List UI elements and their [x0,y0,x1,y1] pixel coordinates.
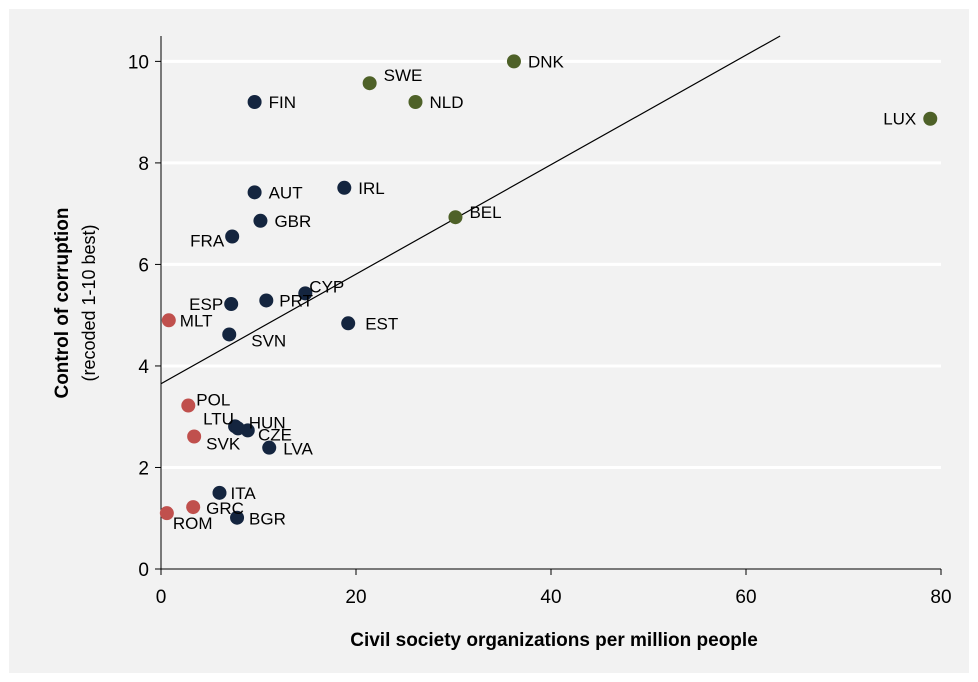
point-label-cze: CZE [258,425,292,444]
point-label-dnk: DNK [528,52,565,71]
point-swe [362,76,377,91]
point-label-cyp: CYP [309,277,344,296]
point-irl [337,180,352,195]
point-label-lux: LUX [883,110,916,129]
point-prt [259,293,274,308]
point-cze [231,421,246,436]
y-tick-label: 6 [138,255,149,276]
point-lux [923,111,938,126]
x-axis-title: Civil society organizations per million … [350,630,758,651]
point-pol [181,398,196,413]
point-label-irl: IRL [358,179,384,198]
point-dnk [506,54,521,69]
data-points [159,54,938,525]
point-cyp [298,286,313,301]
point-esp [224,297,239,312]
y-tick-label: 8 [138,154,149,175]
point-label-fin: FIN [269,93,296,112]
point-label-mlt: MLT [180,311,213,330]
point-label-ita: ITA [231,484,257,503]
point-label-svn: SVN [251,331,286,350]
point-label-nld: NLD [429,93,463,112]
point-ita [212,485,227,500]
y-axis-subtitle: (recoded 1-10 best) [79,224,99,381]
point-mlt [161,313,176,328]
trend-line [160,35,781,385]
point-label-hun: HUN [249,413,286,432]
x-tick-label: 40 [540,587,561,608]
point-label-swe: SWE [384,66,423,85]
axes [155,36,942,575]
point-lva [262,440,277,455]
point-label-rom: ROM [173,514,213,533]
point-label-svk: SVK [206,435,241,454]
point-gbr [253,213,268,228]
point-label-aut: AUT [269,183,303,202]
x-tick-label: 20 [345,587,366,608]
point-label-grc: GRC [206,499,244,518]
point-label-pol: POL [196,391,230,410]
point-label-lva: LVA [283,440,313,459]
point-label-esp: ESP [189,295,223,314]
point-svn [222,327,237,342]
point-label-ltu: LTU [203,409,234,428]
tick-labels: 0 2 4 6 8 10 0 20 40 60 80 [128,52,952,608]
x-tick-label: 80 [930,587,951,608]
trendline [160,35,781,385]
y-tick-label: 4 [138,357,149,378]
point-svk [187,429,202,444]
point-label-prt: PRT [279,291,313,310]
point-label-bgr: BGR [249,510,286,529]
point-nld [408,94,423,109]
point-bgr [230,510,245,525]
x-tick-label: 60 [735,587,756,608]
y-tick-label: 10 [128,52,149,73]
point-label-bel: BEL [469,203,501,222]
point-label-gbr: GBR [274,212,311,231]
chart-background [9,9,969,673]
gridlines [161,59,941,469]
point-grc [186,500,201,515]
y-axis-title: Control of corruption [52,207,73,398]
point-aut [247,185,262,200]
point-est [341,316,356,331]
point-fra [225,229,240,244]
point-label-est: EST [365,314,398,333]
y-tick-label: 0 [138,560,149,581]
point-fin [247,94,262,109]
point-label-fra: FRA [190,232,225,251]
point-rom [159,506,174,521]
y-tick-label: 2 [138,458,149,479]
point-bel [448,210,463,225]
x-tick-label: 0 [156,587,167,608]
